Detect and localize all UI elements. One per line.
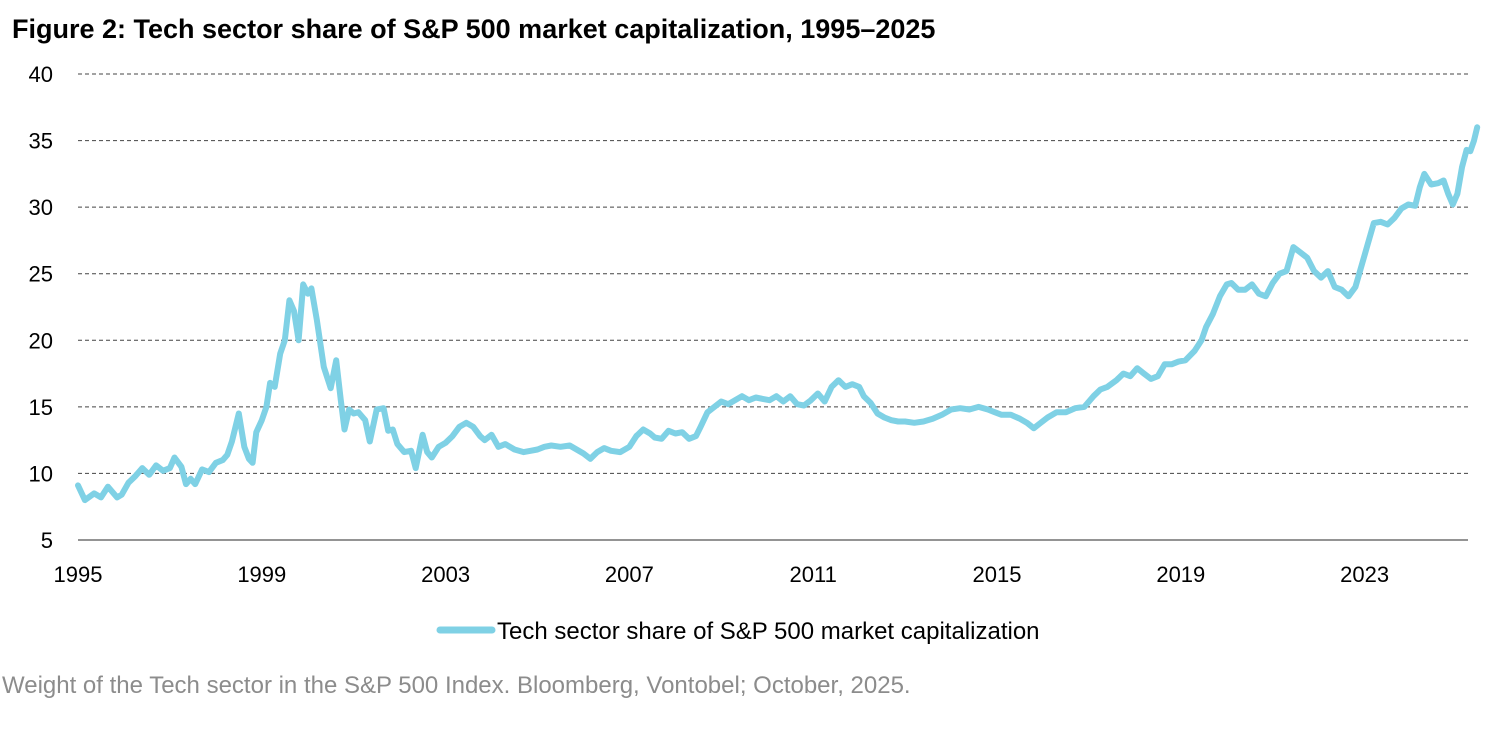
- x-tick-label: 2007: [605, 562, 654, 587]
- legend: Tech sector share of S&P 500 market capi…: [436, 618, 1040, 645]
- figure-caption: Weight of the Tech sector in the S&P 500…: [2, 672, 911, 699]
- y-tick-label: 25: [29, 262, 53, 287]
- y-tick-label: 40: [29, 62, 53, 87]
- y-tick-label: 30: [29, 195, 53, 220]
- y-tick-label: 15: [29, 395, 53, 420]
- x-tick-label: 2019: [1156, 562, 1205, 587]
- x-tick-label: 2015: [973, 562, 1022, 587]
- y-tick-label: 20: [29, 328, 53, 353]
- tech-share-series-line: [75, 124, 1481, 504]
- y-tick-label: 5: [41, 528, 53, 553]
- chart-title: Figure 2: Tech sector share of S&P 500 m…: [12, 14, 936, 44]
- y-axis-tick-labels: 5 10 15 20 25 30 35 40: [29, 62, 53, 553]
- x-tick-label: 1999: [237, 562, 286, 587]
- x-axis-tick-labels: 1995 1999 2003 2007 2011 2015 2019 2023: [54, 562, 1390, 587]
- gridlines: [78, 73, 1468, 541]
- y-tick-label: 10: [29, 461, 53, 486]
- x-tick-label: 2023: [1340, 562, 1389, 587]
- legend-label: Tech sector share of S&P 500 market capi…: [497, 618, 1040, 645]
- x-tick-label: 2011: [790, 562, 837, 587]
- x-tick-label: 2003: [421, 562, 470, 587]
- y-tick-label: 35: [29, 129, 53, 154]
- x-tick-label: 1995: [54, 562, 103, 587]
